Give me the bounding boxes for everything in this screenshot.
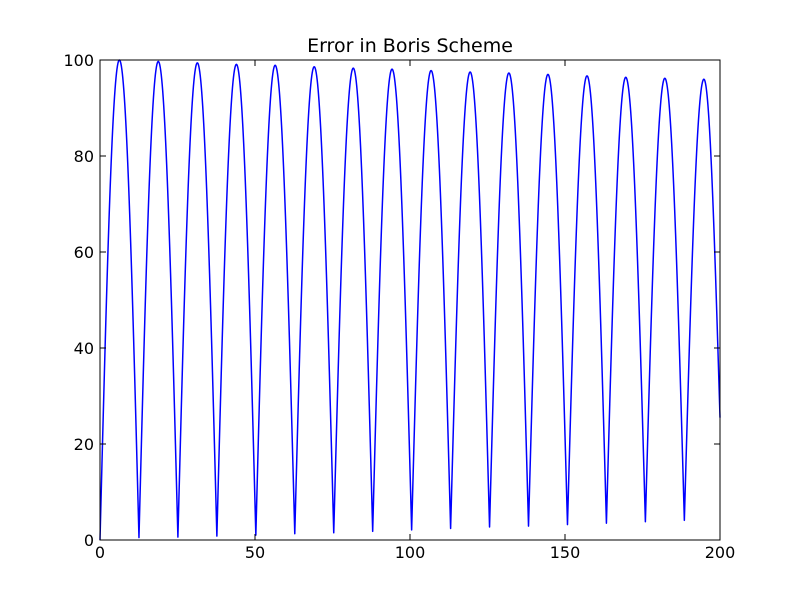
x-tick-label-200: 200 — [705, 543, 736, 562]
x-tick-label-150: 150 — [550, 543, 581, 562]
y-tick-label-0: 0 — [84, 531, 94, 550]
x-tick-label-100: 100 — [395, 543, 426, 562]
x-tick-label-0: 0 — [95, 543, 105, 562]
axes-frame — [99, 59, 721, 541]
x-tick-label-50: 50 — [245, 543, 265, 562]
y-tick-label-20: 20 — [74, 435, 94, 454]
y-tick-label-80: 80 — [74, 147, 94, 166]
y-tick-label-40: 40 — [74, 339, 94, 358]
plot-area: 0 50 100 150 200 0 20 40 60 80 100 — [63, 51, 735, 562]
series-line-0 — [99, 59, 721, 541]
chart-title: Error in Boris Scheme — [307, 35, 513, 57]
y-tick-label-100: 100 — [63, 51, 94, 70]
y-tick-label-60: 60 — [74, 243, 94, 262]
